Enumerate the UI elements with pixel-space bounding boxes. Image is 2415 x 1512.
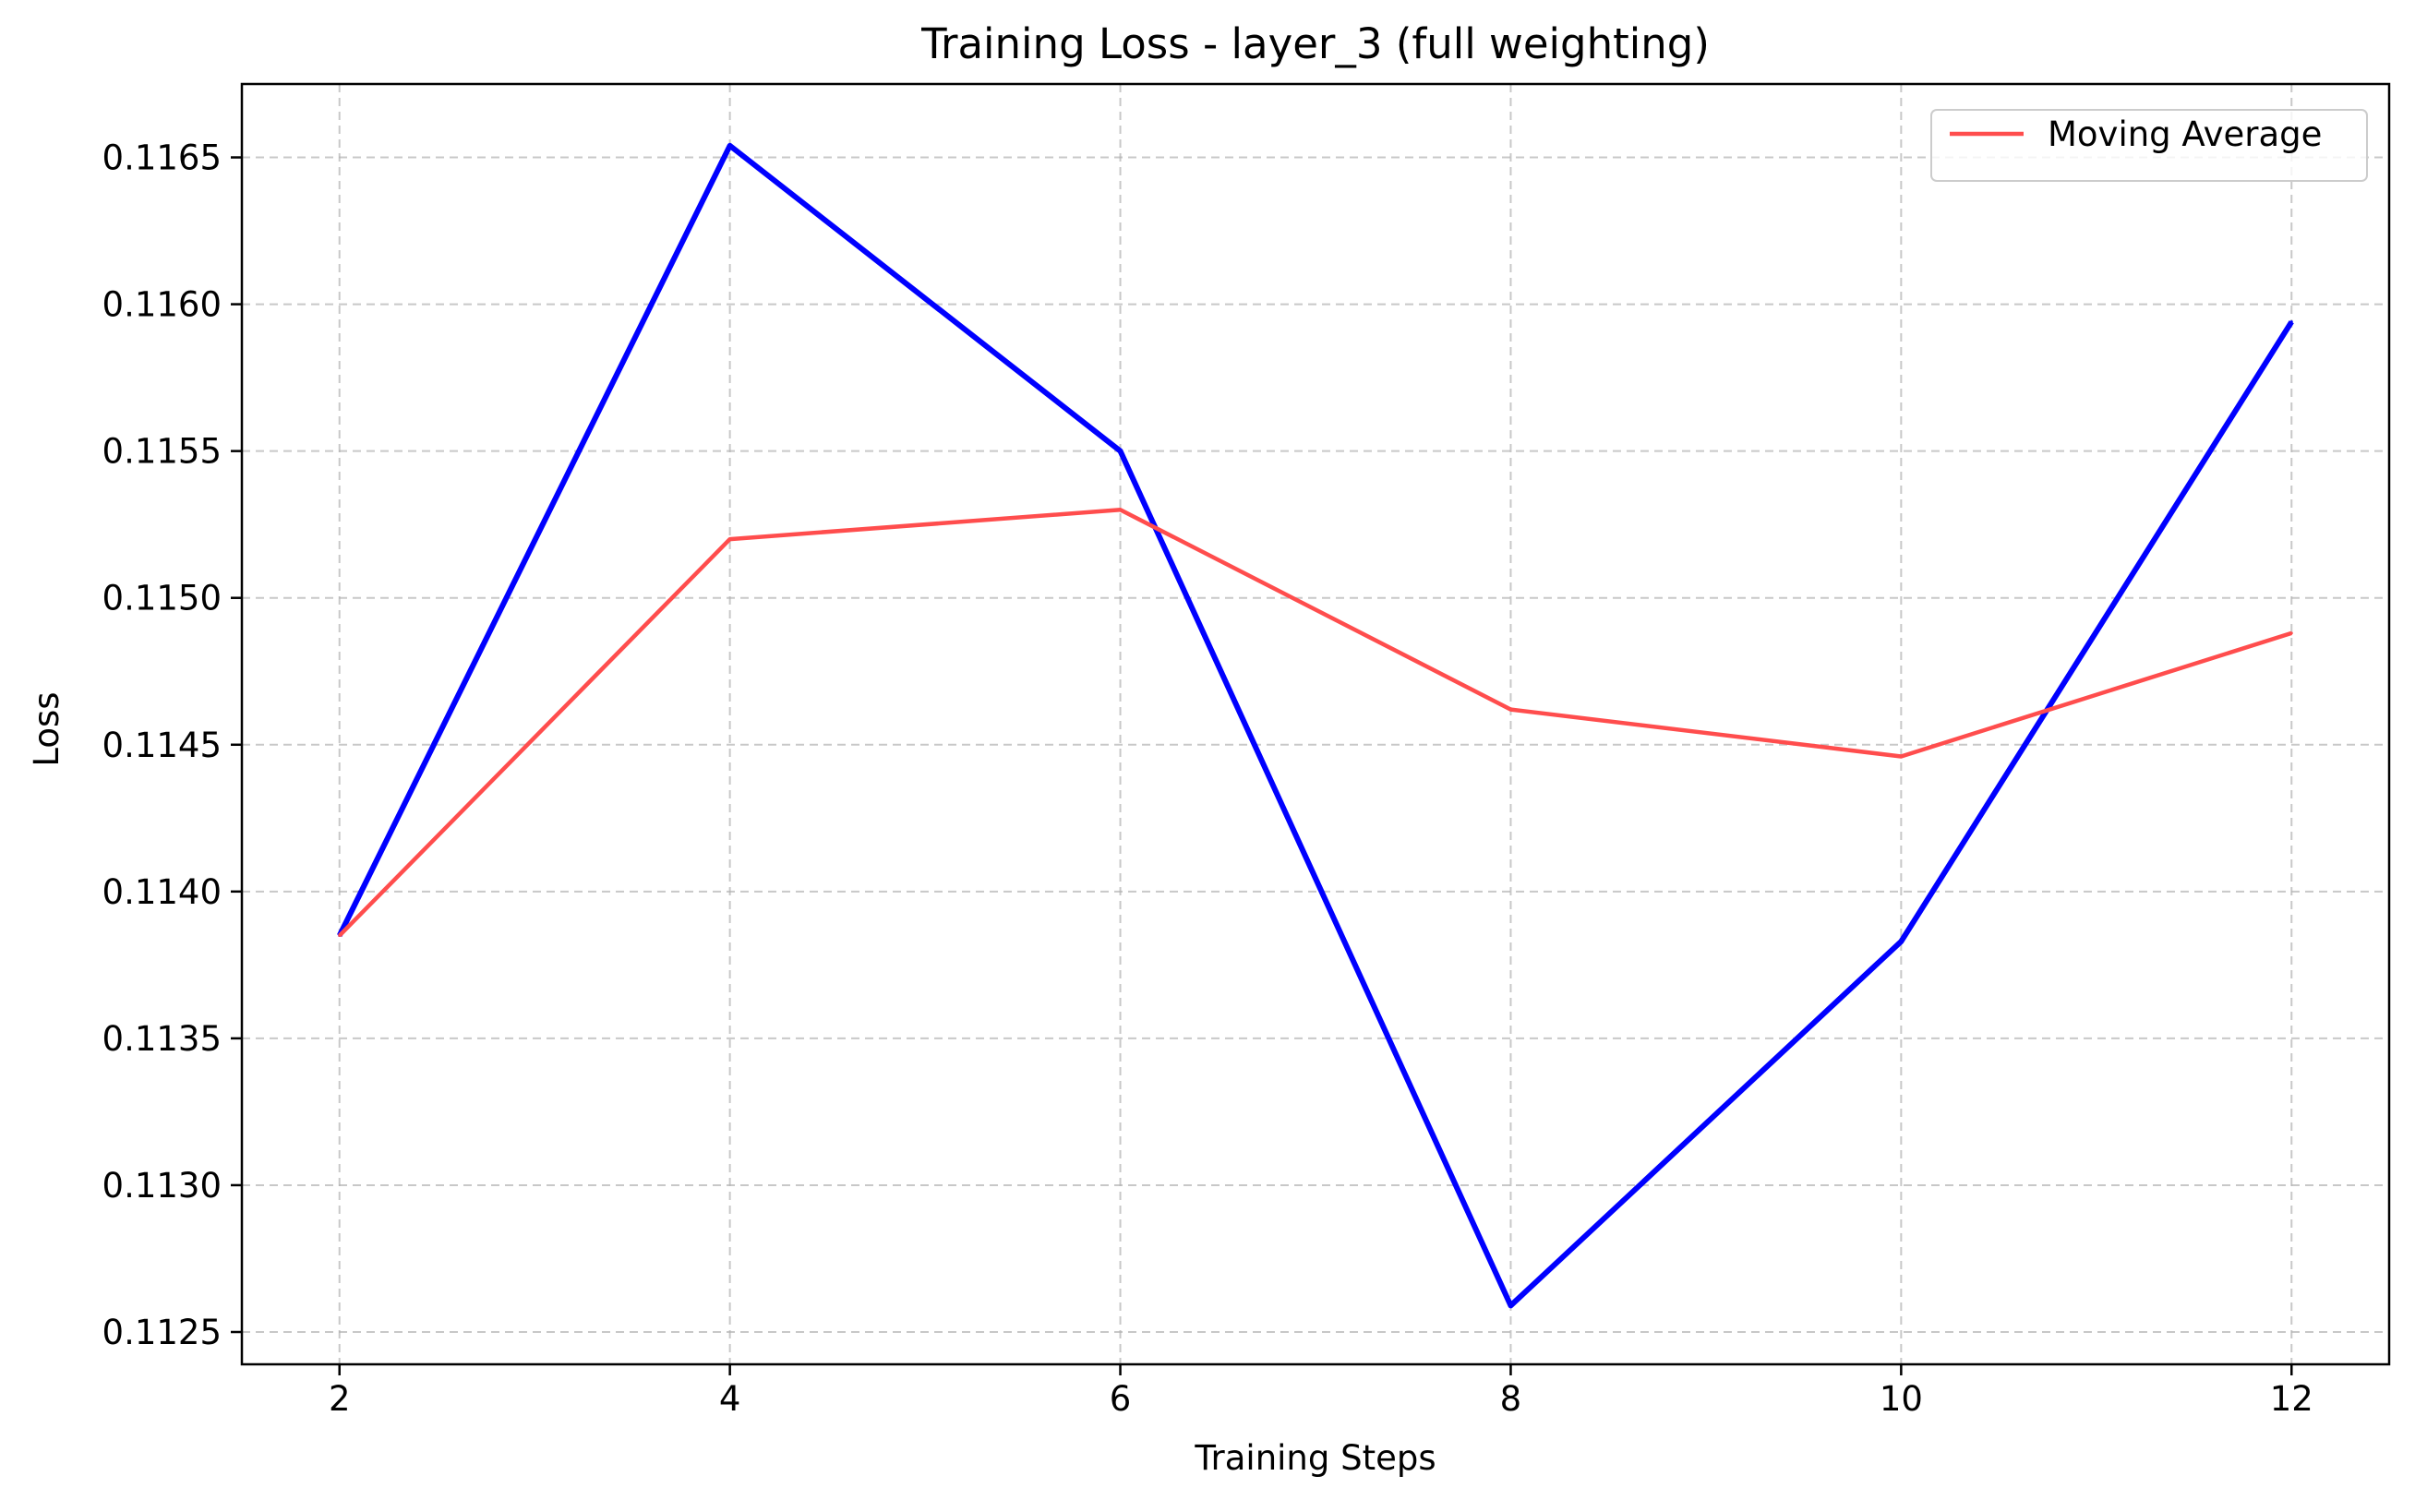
y-tick-label: 0.1125: [102, 1313, 222, 1352]
y-tick-label: 0.1160: [102, 285, 222, 325]
x-axis-ticks: 2 4 6 8 10 12: [329, 1364, 2313, 1419]
x-tick-label: 6: [1110, 1379, 1132, 1419]
data-point: [338, 934, 342, 938]
x-axis-label: Training Steps: [1194, 1438, 1436, 1478]
data-point: [2289, 320, 2293, 324]
data-point: [728, 144, 732, 148]
y-tick-label: 0.1165: [102, 138, 222, 178]
plot-frame: [240, 82, 2391, 1366]
y-axis-label: Loss: [27, 691, 66, 766]
data-point: [1508, 1303, 1512, 1307]
y-tick-label: 0.1130: [102, 1166, 222, 1206]
data-point: [728, 537, 732, 541]
data-point: [1899, 940, 1903, 943]
legend: Moving Average: [1930, 109, 2368, 182]
y-tick-label: 0.1155: [102, 432, 222, 472]
data-point: [2289, 631, 2293, 635]
data-point: [1119, 450, 1123, 453]
data-point: [1119, 508, 1123, 511]
x-tick-label: 12: [2270, 1379, 2313, 1419]
x-tick-label: 10: [1880, 1379, 1923, 1419]
series-line: [337, 142, 2294, 1309]
grid-lines: [242, 84, 2389, 1364]
legend-box: [1930, 109, 2368, 182]
y-tick-label: 0.1135: [102, 1019, 222, 1059]
x-tick-label: 2: [329, 1379, 351, 1419]
data-point: [1508, 708, 1512, 712]
legend-label: Moving Average: [2048, 114, 2322, 154]
data-point: [1899, 754, 1903, 758]
y-axis-ticks: 0.1125 0.1130 0.1135 0.1140 0.1145 0.1150 0.11…: [102, 138, 242, 1352]
series-lines: [337, 142, 2294, 1309]
x-tick-label: 8: [1500, 1379, 1522, 1419]
chart-title: Training Loss - layer_3 (full weighting): [920, 19, 1710, 68]
y-tick-label: 0.1150: [102, 579, 222, 618]
series-line: [338, 508, 2292, 938]
x-tick-label: 4: [719, 1379, 741, 1419]
y-tick-label: 0.1145: [102, 726, 222, 765]
y-tick-label: 0.1140: [102, 872, 222, 912]
